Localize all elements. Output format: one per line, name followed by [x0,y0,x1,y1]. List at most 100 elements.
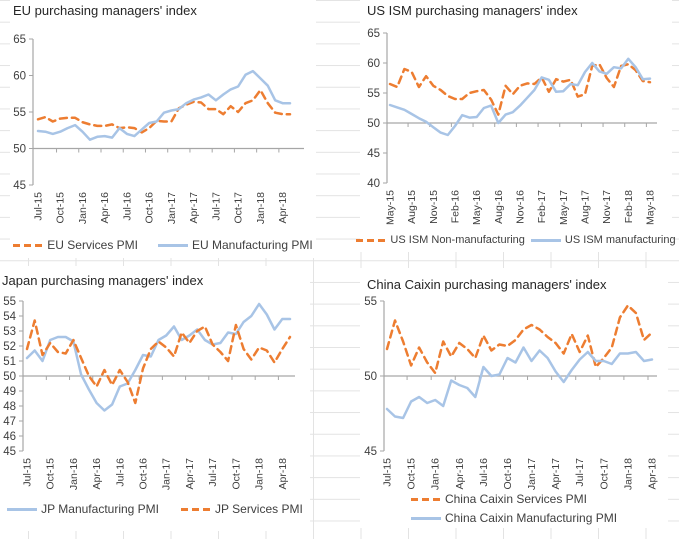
chart-title: Japan purchasing managers' index [2,273,204,288]
svg-text:50: 50 [13,144,26,156]
svg-text:Jul-15: Jul-15 [33,192,45,221]
series-line-1 [36,69,292,141]
us-ism-pmi-chart[interactable]: US ISM purchasing managers' index 40 45 50… [356,0,676,252]
series-line-1 [25,319,292,405]
category-axis [33,147,304,153]
svg-text:45: 45 [13,180,26,192]
svg-text:May-15: May-15 [385,190,397,225]
svg-text:Jul-17: Jul-17 [574,458,586,487]
svg-text:Jan-17: Jan-17 [526,458,538,490]
legend-item: EU Services PMI [13,238,138,252]
svg-text:53: 53 [3,326,16,338]
chart-title: EU purchasing managers' index [13,3,197,18]
svg-text:Jan-17: Jan-17 [166,192,178,224]
svg-text:Nov-15: Nov-15 [428,190,440,224]
dashed-line-swatch [13,243,44,247]
dashed-line-swatch [181,507,212,511]
svg-text:Jan-18: Jan-18 [254,458,266,490]
svg-text:46: 46 [3,431,16,443]
legend-label: JP Services PMI [215,502,303,516]
category-axis [384,375,657,380]
svg-text:55: 55 [3,296,16,308]
svg-text:Oct-16: Oct-16 [144,192,156,224]
svg-text:Apr-18: Apr-18 [647,458,659,490]
legend-item: China Caixin Services PMI [410,492,587,506]
svg-text:Jul-15: Jul-15 [22,458,34,487]
dashed-line-swatch [356,238,387,242]
china-caixin-pmi-chart[interactable]: China Caixin purchasing managers' index … [360,268,668,528]
y-axis: 45 50 55 60 65 [13,34,34,192]
svg-text:Apr-18: Apr-18 [277,458,289,490]
svg-text:Oct-17: Oct-17 [598,458,610,490]
legend-label: China Caixin Manufacturing PMI [444,511,618,525]
svg-text:55: 55 [364,296,377,308]
y-axis: 40 45 50 55 60 65 [367,28,388,190]
svg-text:Jan-17: Jan-17 [161,458,173,490]
svg-text:Oct-15: Oct-15 [406,458,418,490]
svg-text:65: 65 [367,28,380,40]
legend-label: US ISM manufacturing [564,234,676,246]
category-axis [387,122,657,127]
svg-text:Apr-17: Apr-17 [188,192,200,224]
legend-item: US ISM manufacturing [530,234,676,246]
legend-label: EU Services PMI [47,238,138,252]
svg-text:54: 54 [3,311,16,323]
svg-text:50: 50 [367,118,380,130]
svg-text:Apr-17: Apr-17 [184,458,196,490]
series-line-0 [385,304,654,375]
eu-pmi-plot: 45 50 55 60 65 Jul-15 Oct-15 Jan-16 Apr-16 Jul-16… [13,34,304,224]
svg-text:Apr-16: Apr-16 [454,458,466,490]
svg-text:40: 40 [367,178,380,190]
svg-text:Feb-17: Feb-17 [536,190,548,223]
svg-text:45: 45 [364,446,377,458]
legend-item: US ISM Non-manufacturing [356,234,525,246]
svg-text:45: 45 [367,148,380,160]
legend-label: EU Manufacturing PMI [191,238,313,252]
svg-text:Oct-17: Oct-17 [233,192,245,224]
svg-text:Jan-16: Jan-16 [68,458,80,490]
svg-text:48: 48 [3,401,16,413]
y-axis: 45 46 47 48 49 50 51 52 53 54 55 [3,296,24,458]
svg-text:47: 47 [3,416,16,428]
series-line-1 [388,57,652,137]
svg-text:Oct-16: Oct-16 [502,458,514,490]
svg-text:Oct-17: Oct-17 [230,458,242,490]
svg-text:Jul-16: Jul-16 [114,458,126,487]
svg-text:45: 45 [3,446,16,458]
legend-label: JP Manufacturing PMI [41,502,160,516]
svg-text:Apr-18: Apr-18 [277,192,289,224]
solid-line-swatch [410,516,441,520]
series-line-0 [388,62,652,116]
svg-text:Aug-17: Aug-17 [580,190,592,224]
svg-text:Oct-15: Oct-15 [55,192,67,224]
legend-item: JP Manufacturing PMI [7,502,159,516]
legend: US ISM Non-manufacturing US ISM manufact… [356,234,676,246]
x-axis-labels: May-15 Aug-15 Nov-15 Feb-16 May-16 Aug-16 Nov-… [385,190,657,225]
x-axis-labels: Jul-15 Oct-15 Jan-16 Apr-16 Jul-16 Oct-16 Jan-… [33,192,290,224]
svg-text:50: 50 [3,371,16,383]
solid-line-swatch [157,243,188,247]
svg-text:49: 49 [3,386,16,398]
legend: JP Manufacturing PMI JP Services PMI [0,502,310,516]
svg-text:Jul-16: Jul-16 [121,192,133,221]
category-axis [23,375,295,380]
svg-text:51: 51 [3,356,16,368]
svg-text:60: 60 [13,71,26,83]
svg-text:Apr-16: Apr-16 [91,458,103,490]
svg-text:Apr-16: Apr-16 [99,192,111,224]
japan-pmi-chart[interactable]: Japan purchasing managers' index 45 46 47 4… [0,266,310,531]
legend-label: US ISM Non-manufacturing [390,234,525,246]
x-axis-labels: Jul-15 Oct-15 Jan-16 Apr-16 Jul-16 Oct-16 Jan-… [22,458,289,490]
x-axis-labels: Jul-15 Oct-15 Jan-16 Apr-16 Jul-16 Oct-16 Jan-… [382,458,659,490]
svg-text:Nov-16: Nov-16 [515,190,527,224]
eu-pmi-chart[interactable]: EU purchasing managers' index 45 50 55 60 65… [10,0,316,258]
solid-line-swatch [7,507,38,511]
svg-text:Nov-17: Nov-17 [601,190,613,224]
svg-text:52: 52 [3,341,16,353]
svg-text:Jan-18: Jan-18 [622,458,634,490]
svg-text:55: 55 [367,88,380,100]
svg-text:65: 65 [13,34,26,46]
svg-text:Oct-15: Oct-15 [45,458,57,490]
